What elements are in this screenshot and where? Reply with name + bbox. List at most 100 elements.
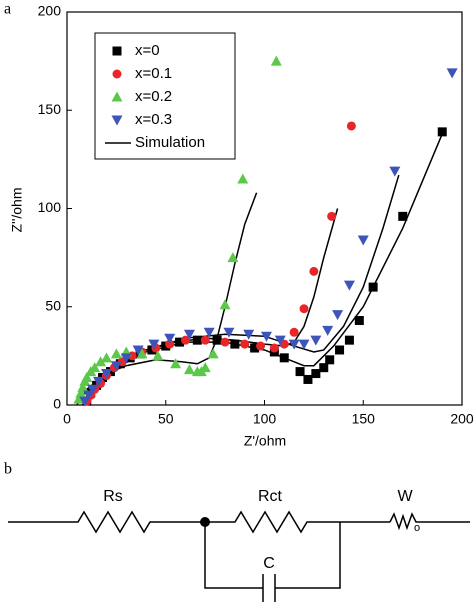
marker-square bbox=[112, 46, 122, 56]
marker-triangle bbox=[332, 310, 344, 321]
marker-triangle bbox=[199, 362, 211, 373]
marker-triangle bbox=[288, 339, 300, 350]
marker-triangle bbox=[223, 327, 235, 338]
marker-circle bbox=[181, 335, 190, 345]
marker-triangle bbox=[227, 252, 239, 263]
marker-triangle bbox=[207, 348, 219, 359]
marker-triangle bbox=[75, 387, 87, 398]
marker-triangle bbox=[343, 280, 355, 291]
marker-triangle bbox=[298, 339, 310, 350]
marker-triangle bbox=[110, 361, 122, 372]
circuit: Rs Rct C W o bbox=[8, 488, 470, 602]
marker-circle bbox=[240, 339, 250, 349]
rct-label: Rct bbox=[258, 488, 283, 505]
legend-label: Simulation bbox=[135, 134, 205, 151]
panel-label: b bbox=[4, 461, 12, 478]
marker-square bbox=[175, 337, 185, 347]
marker-triangle bbox=[260, 331, 272, 342]
marker-triangle bbox=[357, 235, 369, 246]
x-tick-label: 50 bbox=[158, 411, 174, 427]
marker-circle bbox=[200, 335, 210, 345]
wire bbox=[8, 510, 390, 534]
marker-square bbox=[344, 335, 354, 345]
simulation-line bbox=[82, 174, 400, 406]
marker-square bbox=[295, 367, 305, 377]
marker-square bbox=[279, 353, 289, 363]
marker-triangle bbox=[237, 173, 249, 184]
marker-square bbox=[230, 339, 240, 349]
marker-triangle bbox=[101, 369, 112, 380]
y-tick-label: 200 bbox=[38, 3, 62, 19]
marker-triangle bbox=[136, 348, 148, 359]
marker-triangle bbox=[81, 371, 93, 382]
marker-circle bbox=[112, 69, 122, 79]
marker-square bbox=[192, 335, 202, 345]
marker-triangle bbox=[132, 345, 144, 356]
marker-triangle bbox=[270, 55, 282, 66]
marker-square bbox=[398, 211, 408, 221]
marker-circle bbox=[309, 266, 319, 276]
marker-triangle bbox=[148, 339, 160, 350]
marker-square bbox=[335, 345, 345, 355]
marker-circle bbox=[269, 343, 279, 353]
marker-triangle bbox=[79, 396, 91, 407]
wire bbox=[204, 522, 341, 602]
marker-circle bbox=[220, 337, 230, 347]
x-tick-label: 150 bbox=[352, 411, 376, 427]
legend-label: x=0.1 bbox=[135, 65, 172, 82]
marker-triangle bbox=[219, 299, 231, 310]
marker-triangle bbox=[243, 329, 255, 340]
marker-triangle bbox=[95, 356, 107, 367]
marker-triangle bbox=[183, 329, 195, 340]
rs-label: Rs bbox=[103, 488, 123, 505]
w-label: W bbox=[397, 488, 413, 505]
marker-square bbox=[368, 282, 378, 292]
marker-square bbox=[354, 316, 364, 326]
marker-square bbox=[250, 343, 260, 353]
marker-triangle bbox=[111, 91, 123, 102]
marker-triangle bbox=[389, 166, 401, 177]
marker-square bbox=[212, 335, 222, 345]
node bbox=[200, 517, 210, 527]
marker-triangle bbox=[77, 381, 89, 392]
marker-triangle bbox=[274, 335, 286, 346]
marker-triangle bbox=[446, 68, 458, 79]
marker-triangle bbox=[111, 115, 123, 126]
marker-circle bbox=[256, 341, 266, 351]
marker-square bbox=[319, 363, 329, 373]
warburg-element bbox=[389, 512, 470, 531]
marker-circle bbox=[346, 121, 356, 131]
marker-triangle bbox=[83, 390, 95, 401]
marker-triangle bbox=[310, 335, 322, 346]
y-axis-label: Z''/ohm bbox=[9, 187, 25, 232]
marker-triangle bbox=[89, 362, 101, 373]
marker-triangle bbox=[203, 327, 215, 338]
x-tick-label: 100 bbox=[253, 411, 277, 427]
marker-triangle bbox=[164, 333, 176, 344]
marker-triangle bbox=[73, 393, 85, 404]
x-axis-label: Z'/ohm bbox=[244, 433, 286, 449]
panel-label: a bbox=[4, 1, 11, 18]
marker-circle bbox=[299, 304, 309, 314]
legend-label: x=0.3 bbox=[135, 111, 172, 128]
warburg-subscript: o bbox=[414, 522, 420, 534]
legend-label: x=0.2 bbox=[135, 88, 172, 105]
marker-square bbox=[303, 374, 313, 384]
x-tick-label: 0 bbox=[63, 411, 71, 427]
marker-triangle bbox=[170, 358, 182, 369]
marker-triangle bbox=[101, 352, 112, 363]
y-tick-label: 50 bbox=[45, 297, 61, 313]
marker-triangle bbox=[183, 364, 195, 375]
legend-label: x=0 bbox=[135, 42, 160, 59]
c-label: C bbox=[263, 555, 275, 572]
marker-square bbox=[311, 369, 321, 379]
marker-circle bbox=[165, 339, 175, 349]
marker-triangle bbox=[152, 350, 164, 361]
marker-triangle bbox=[87, 384, 99, 395]
simulation-line bbox=[84, 133, 443, 406]
y-tick-label: 0 bbox=[53, 396, 61, 412]
marker-triangle bbox=[322, 325, 334, 336]
y-tick-label: 100 bbox=[38, 199, 62, 215]
marker-circle bbox=[289, 327, 299, 337]
